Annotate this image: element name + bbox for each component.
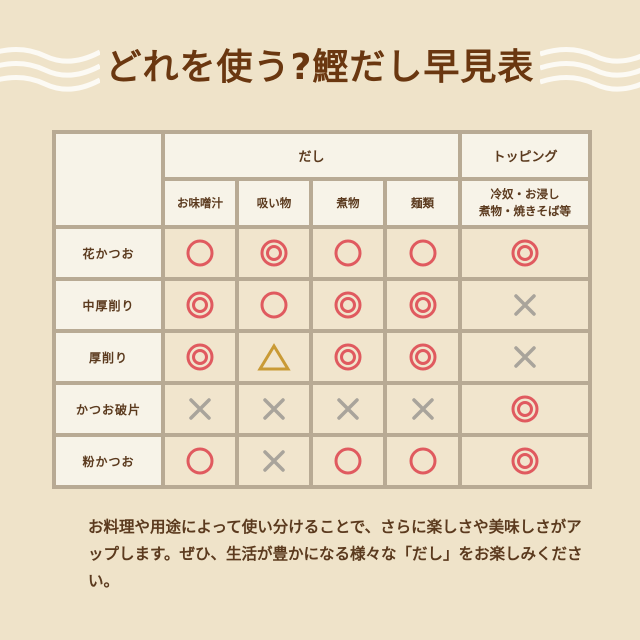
column-header: 麺類 [382, 177, 463, 229]
rating-cell [309, 277, 387, 333]
group-header-topping: トッピング [458, 130, 593, 181]
cross-icon [263, 450, 285, 472]
cross-icon [514, 294, 536, 316]
rating-cell [161, 433, 239, 489]
table-row: 厚削り [52, 329, 593, 385]
rating-cell [309, 433, 387, 489]
row-label: 粉かつお [52, 433, 165, 489]
rating-cell [161, 381, 239, 437]
rating-cell [235, 277, 313, 333]
row-label: 花かつお [52, 225, 165, 281]
description-text: お料理や用途によって使い分けることで、さらに楽しさや美味しさがアップします。ぜひ… [88, 518, 583, 590]
rating-cell [161, 329, 239, 385]
column-header: お味噌汁 [161, 177, 239, 229]
row-label: かつお破片 [52, 381, 165, 437]
topping-line-2: 煮物・焼きそば等 [479, 204, 572, 218]
group-header-dashi: だし [160, 130, 463, 181]
column-header: 煮物 [309, 177, 387, 229]
double-circle-icon [260, 239, 288, 267]
rating-cell [161, 277, 239, 333]
cross-icon [514, 346, 536, 368]
double-circle-icon [334, 343, 362, 371]
rating-cell [382, 225, 463, 281]
double-circle-icon [409, 291, 436, 319]
rating-cell [235, 225, 313, 281]
corner-cell [52, 130, 165, 229]
table-row: かつお破片 [52, 381, 593, 437]
cross-icon [337, 398, 359, 420]
column-header: 吸い物 [235, 177, 313, 229]
rating-cell [235, 329, 313, 385]
rating-cell [235, 433, 313, 489]
circle-icon [260, 291, 288, 319]
rating-cell [382, 277, 463, 333]
rating-cell [458, 329, 593, 385]
double-circle-icon [186, 291, 214, 319]
cross-icon [411, 398, 434, 420]
rating-cell [382, 433, 463, 489]
circle-icon [186, 239, 214, 267]
topping-line-1: 冷奴・お浸し [490, 187, 560, 201]
double-circle-icon [186, 343, 214, 371]
circle-icon [409, 239, 436, 267]
rating-cell [382, 381, 463, 437]
rating-cell [458, 225, 593, 281]
circle-icon [334, 239, 362, 267]
circle-icon [186, 447, 214, 475]
wave-decoration-right [540, 47, 640, 92]
rating-cell [309, 329, 387, 385]
double-circle-icon [409, 343, 436, 371]
dashi-chart-table: だし トッピング お味噌汁 吸い物 煮物 麺類 冷奴・お浸し 煮物・焼きそば等 花… [52, 130, 593, 489]
cross-icon [263, 398, 285, 420]
triangle-icon [257, 343, 291, 371]
double-circle-icon [511, 395, 539, 423]
table-row: 粉かつお [52, 433, 593, 489]
rating-cell [458, 381, 593, 437]
double-circle-icon [334, 291, 362, 319]
table-row: 中厚削り [52, 277, 593, 333]
rating-cell [309, 225, 387, 281]
row-label: 中厚削り [52, 277, 165, 333]
wave-decoration-left [0, 47, 100, 92]
table-row: 花かつお [52, 225, 593, 281]
rating-cell [235, 381, 313, 437]
row-label: 厚削り [52, 329, 165, 385]
double-circle-icon [511, 239, 539, 267]
page-title: どれを使う?鰹だし早見表 [105, 47, 535, 88]
rating-cell [382, 329, 463, 385]
circle-icon [334, 447, 362, 475]
rating-cell [161, 225, 239, 281]
rating-cell [309, 381, 387, 437]
circle-icon [409, 447, 436, 475]
rating-cell [458, 433, 593, 489]
column-header-topping: 冷奴・お浸し 煮物・焼きそば等 [458, 177, 593, 229]
rating-cell [458, 277, 593, 333]
double-circle-icon [511, 447, 539, 475]
cross-icon [189, 398, 211, 420]
